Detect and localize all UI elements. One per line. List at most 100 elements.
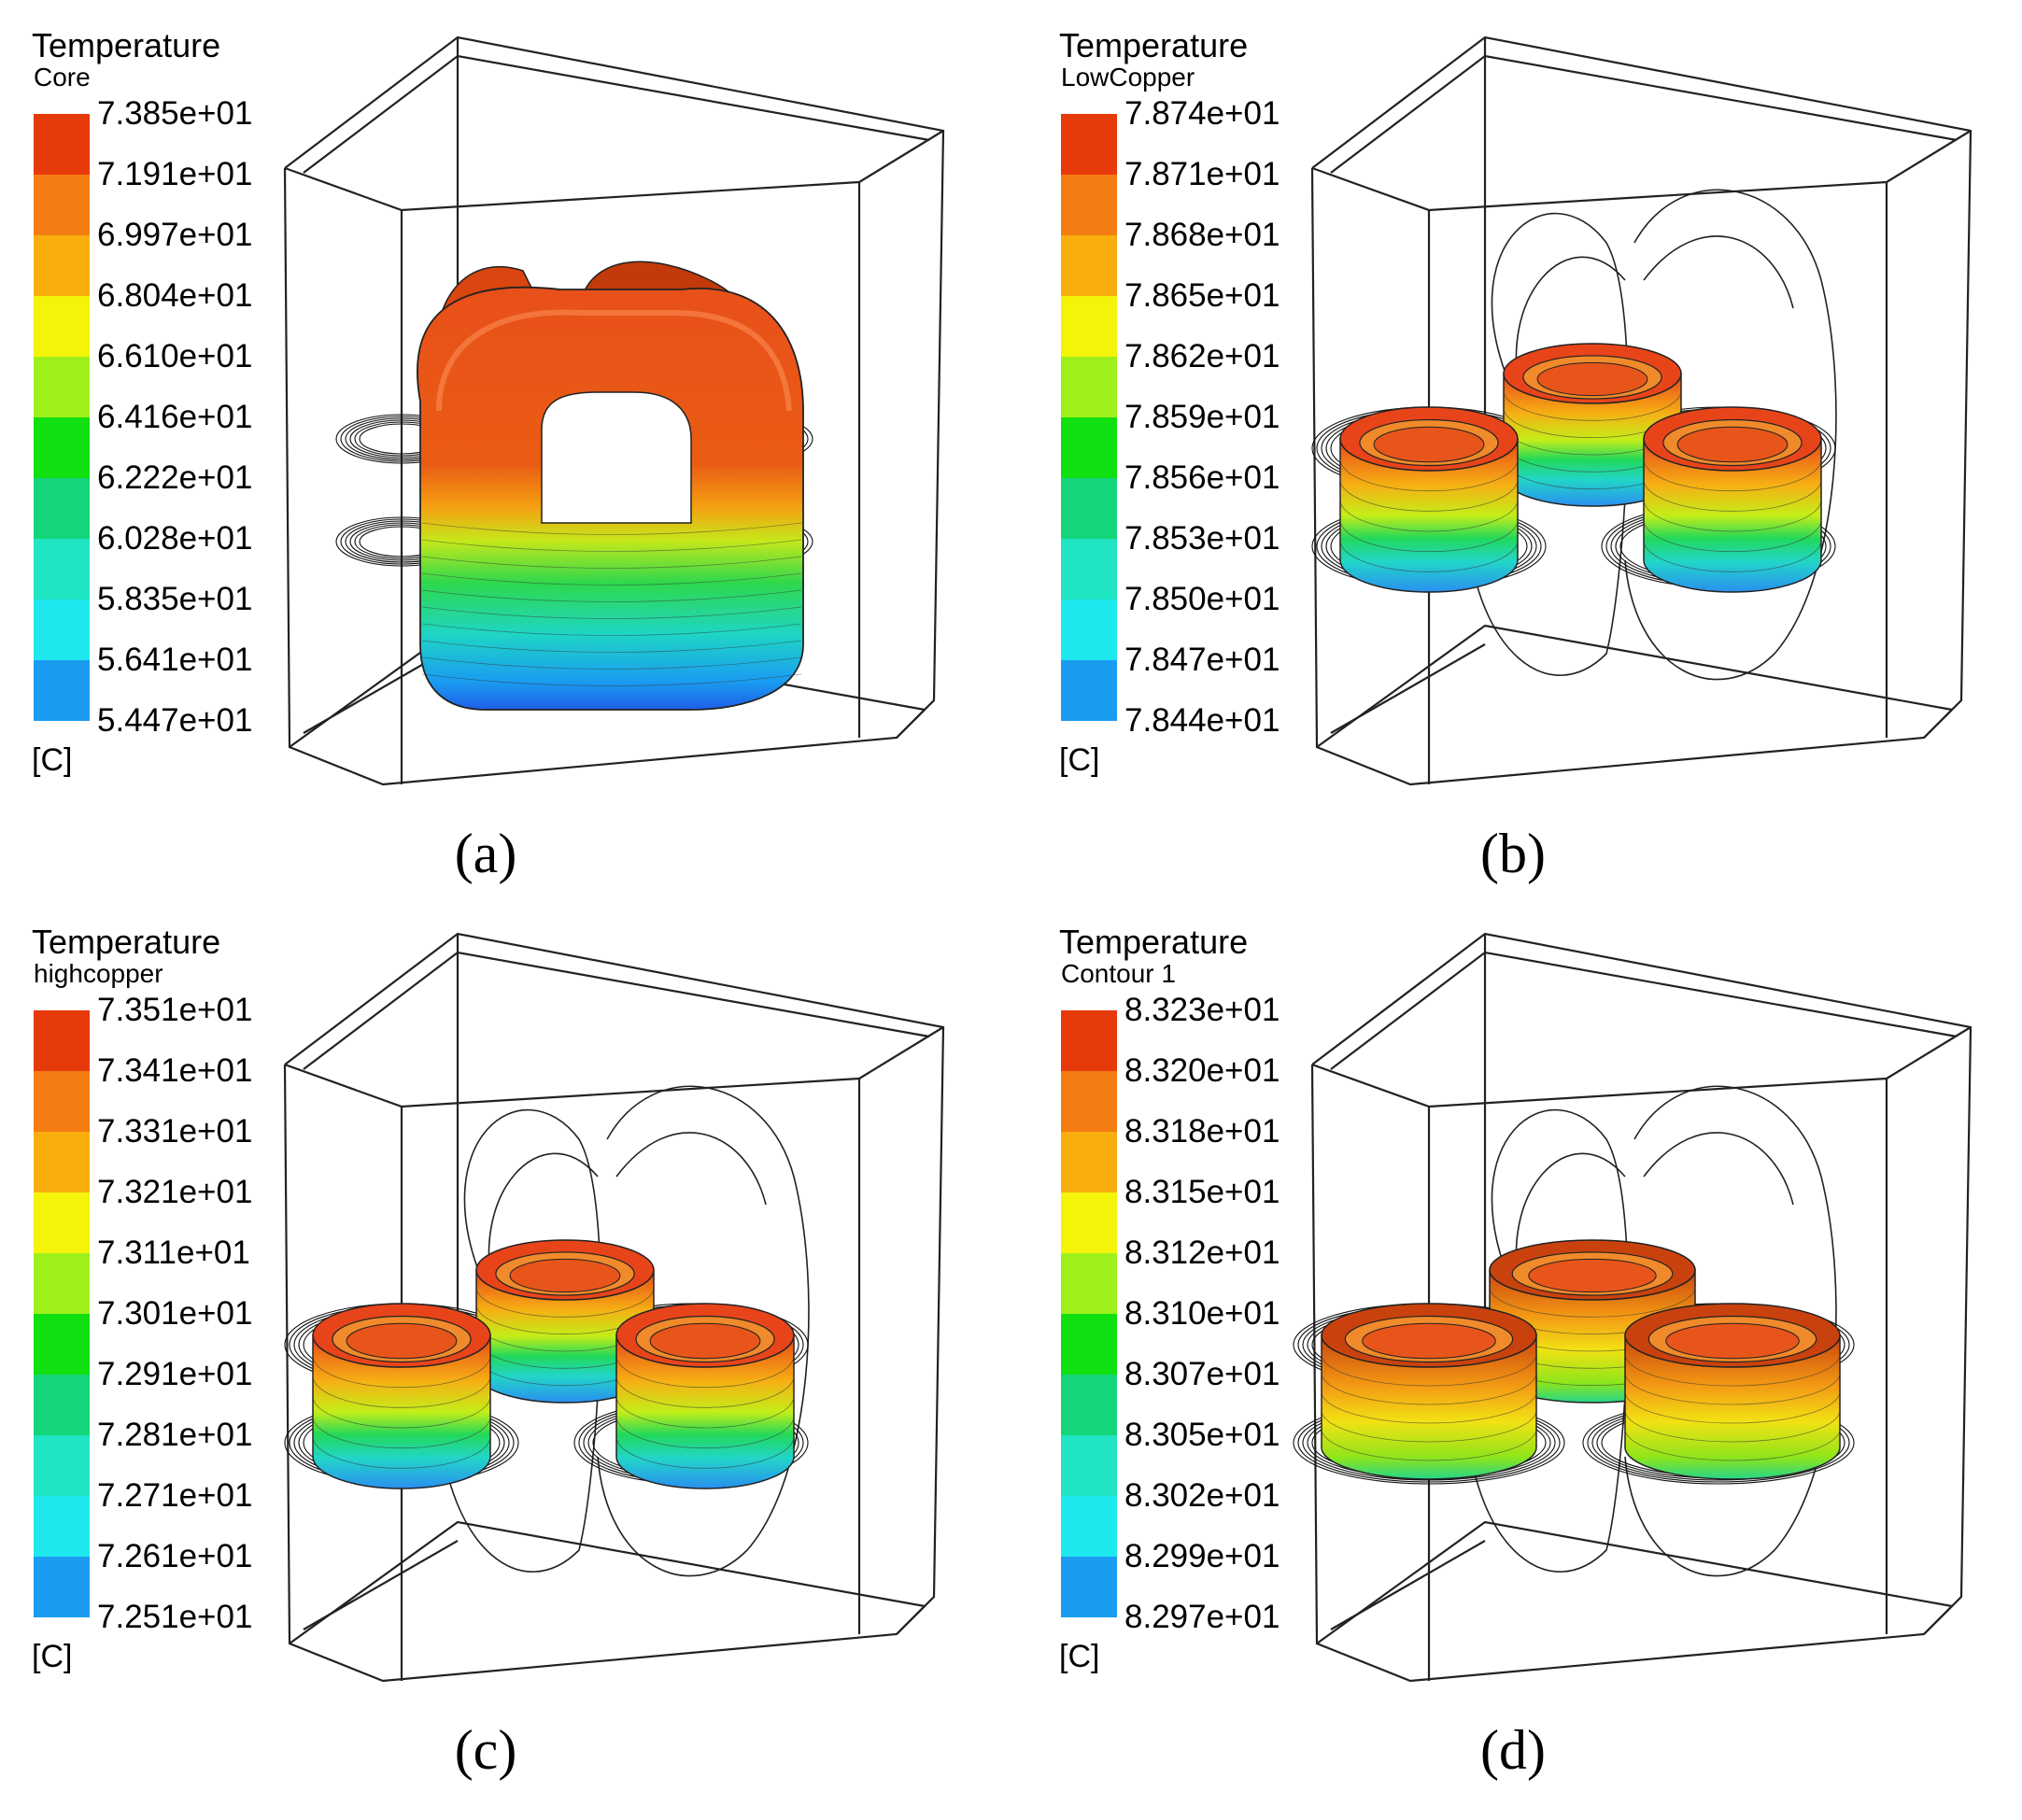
winding-cylinder [1503,343,1682,507]
legend-tick-label: 7.871e+01 [1124,156,1280,192]
legend-swatch [1061,600,1117,660]
legend-swatch [1061,175,1117,235]
legend-swatch [34,1010,90,1071]
legend-swatch [34,1435,90,1496]
legend-tick-label: 7.874e+01 [1124,95,1280,132]
legend-tick-label: 7.331e+01 [97,1113,253,1150]
legend-unit: [C] [32,742,73,778]
legend-unit: [C] [32,1639,73,1674]
legend-swatch [1061,1375,1117,1435]
legend-tick-label: 7.856e+01 [1124,459,1280,496]
legend-tick-label: 7.261e+01 [97,1538,253,1574]
3d-scene [1293,932,1973,1683]
winding-cylinder [1339,406,1519,593]
legend-tick-label: 7.301e+01 [97,1295,253,1332]
legend-tick-label: 7.281e+01 [97,1417,253,1453]
legend-title: Temperature [32,26,221,64]
legend-swatch [1061,1314,1117,1375]
legend-swatch [34,1132,90,1192]
legend-swatch [1061,1071,1117,1132]
legend-tick-label: 7.844e+01 [1124,702,1280,739]
legend-tick-label: 8.312e+01 [1124,1234,1280,1271]
legend-unit: [C] [1059,742,1100,778]
legend-tick-label: 5.641e+01 [97,642,253,678]
legend-tick-label: 7.868e+01 [1124,217,1280,253]
legend-swatch [34,1496,90,1557]
panel-caption: (a) [454,823,517,884]
panel-caption: (d) [1480,1719,1546,1781]
legend-swatch [1061,1557,1117,1617]
panel-a: Temperature Core 7.385e+01 7.191e+01 6.997e+… [0,0,1011,896]
legend-tick-label: 7.853e+01 [1124,520,1280,557]
legend-swatch [34,1375,90,1435]
legend-tick-label: 7.351e+01 [97,992,253,1028]
legend-tick-label: 6.416e+01 [97,399,253,435]
legend-swatch [34,1314,90,1375]
legend-tick-label: 8.315e+01 [1124,1174,1280,1210]
legend-swatch [1061,235,1117,296]
winding-cylinder [615,1303,795,1489]
winding-cylinder [1624,1303,1841,1480]
legend-swatch [34,1253,90,1314]
panel-d: Temperature Contour 1 8.323e+01 8.320e+01 8.… [1027,896,2022,1793]
color-legend: 8.323e+01 8.320e+01 8.318e+01 8.315e+01 8.31… [1061,994,1280,1634]
legend-title: Temperature [1059,923,1249,961]
panel-caption: (c) [454,1719,517,1781]
legend-tick-label: 5.447e+01 [97,702,253,739]
3d-scene [283,932,945,1683]
legend-tick-label: 7.321e+01 [97,1174,253,1210]
legend-swatch [34,478,90,539]
legend-tick-label: 8.297e+01 [1124,1599,1280,1635]
legend-swatch [1061,1253,1117,1314]
legend-swatch [1061,114,1117,175]
legend-tick-label: 5.835e+01 [97,581,253,617]
legend-tick-label: 7.341e+01 [97,1052,253,1089]
panel-b: Temperature LowCopper 7.874e+01 7.871e+01 7.… [1027,0,2022,896]
legend-swatch [1061,357,1117,417]
legend-title: Temperature [32,923,221,961]
legend-tick-label: 6.804e+01 [97,277,253,314]
legend-tick-label: 8.299e+01 [1124,1538,1280,1574]
transformer-core [417,261,804,711]
legend-tick-label: 8.320e+01 [1124,1052,1280,1089]
legend-swatch [1061,1132,1117,1192]
legend-tick-label: 8.307e+01 [1124,1356,1280,1392]
legend-tick-label: 7.251e+01 [97,1599,253,1635]
legend-swatch [34,357,90,417]
legend-tick-label: 7.291e+01 [97,1356,253,1392]
winding-cylinder [1643,406,1822,593]
legend-swatch [1061,1435,1117,1496]
legend-swatch [34,417,90,478]
legend-unit: [C] [1059,1639,1100,1674]
legend-tick-label: 7.847e+01 [1124,642,1280,678]
legend-swatch [34,600,90,660]
legend-tick-label: 6.028e+01 [97,520,253,557]
legend-swatch [34,1557,90,1617]
legend-title: Temperature [1059,26,1249,64]
color-legend: 7.874e+01 7.871e+01 7.868e+01 7.865e+01 7.86… [1061,97,1280,738]
panel-caption: (b) [1480,823,1546,884]
legend-tick-label: 7.271e+01 [97,1477,253,1514]
legend-swatch [34,1071,90,1132]
winding-cylinder [475,1239,655,1404]
panel-c: Temperature highcopper 7.351e+01 7.341e+01 7… [0,896,1011,1793]
legend-swatch [34,175,90,235]
legend-swatch [34,539,90,600]
color-legend: 7.385e+01 7.191e+01 6.997e+01 6.804e+01 6.61… [34,97,252,738]
legend-swatch [1061,539,1117,600]
legend-tick-label: 7.862e+01 [1124,338,1280,374]
legend-tick-label: 8.323e+01 [1124,992,1280,1028]
legend-tick-label: 8.318e+01 [1124,1113,1280,1150]
legend-swatch [34,235,90,296]
legend-tick-label: 7.859e+01 [1124,399,1280,435]
legend-tick-label: 6.222e+01 [97,459,253,496]
legend-swatch [34,660,90,721]
legend-subtitle: highcopper [34,959,163,988]
legend-subtitle: Contour 1 [1061,959,1176,988]
legend-tick-label: 7.385e+01 [97,95,253,132]
legend-subtitle: LowCopper [1061,63,1195,92]
3d-scene [283,35,945,786]
legend-tick-label: 6.997e+01 [97,217,253,253]
legend-swatch [1061,1496,1117,1557]
legend-swatch [1061,478,1117,539]
